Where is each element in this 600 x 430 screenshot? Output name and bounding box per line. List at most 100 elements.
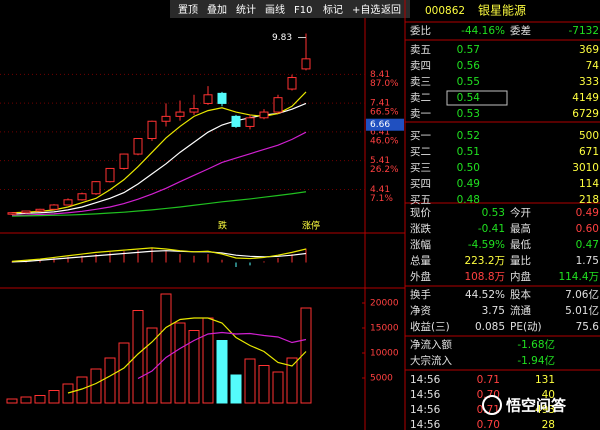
quote-label: 今开 (510, 206, 531, 219)
watermark-icon (482, 395, 502, 415)
volume-bar (90, 368, 102, 404)
watermark: 悟空问答 (506, 397, 567, 415)
last-price-box (366, 118, 404, 131)
moving-average (11, 131, 307, 217)
candle-body (63, 199, 73, 206)
candle-body (161, 115, 171, 122)
candle-body (35, 208, 45, 212)
y-tick-label: 6.41 (370, 127, 390, 137)
y-tick-pct: 66.5% (370, 108, 399, 118)
trade-price: 0.70 (477, 419, 500, 430)
volume-average (137, 331, 307, 380)
candle-body (287, 77, 297, 90)
candle-body (21, 210, 31, 214)
book-volume: 4149 (572, 92, 599, 104)
quote-cell: 委比 (410, 24, 431, 37)
candle-body (7, 212, 17, 215)
book-label: 卖一 (410, 108, 431, 120)
book-label: 卖四 (410, 60, 431, 72)
y-tick-pct: 26.2% (370, 165, 399, 175)
book-volume: 114 (579, 178, 599, 190)
quote-label: 收益(三) (410, 320, 450, 333)
book-price: 0.52 (457, 130, 480, 142)
book-volume: 369 (579, 44, 599, 56)
book-volume: 3010 (572, 162, 599, 174)
quote-value: -4.59% (468, 239, 505, 251)
volume-bar (188, 330, 200, 404)
toolbar-button[interactable]: 叠加 (207, 4, 227, 16)
quote-cell: -7132 (568, 25, 599, 37)
quote-value: 3.75 (482, 305, 505, 317)
flow-value: -1.68亿 (517, 338, 555, 351)
y-tick-pct: 46.0% (370, 136, 399, 146)
book-label: 买一 (410, 130, 431, 142)
y-tick-label: 5.41 (370, 156, 390, 166)
volume-bar (160, 293, 172, 404)
macd-line (11, 247, 307, 262)
volume-bar (118, 342, 130, 404)
trade-price: 0.71 (477, 374, 500, 386)
book-price: 0.51 (457, 146, 480, 158)
candle-body (105, 167, 115, 183)
high-label: 9.83 (272, 33, 292, 43)
volume-bar (146, 327, 158, 404)
volume-bar (62, 383, 74, 404)
toolbar-button[interactable]: F10 (294, 5, 312, 16)
toolbar-button[interactable]: 统计 (236, 3, 256, 16)
quote-label: 净资 (410, 304, 431, 317)
quote-value: 0.47 (576, 239, 599, 251)
book-volume: 500 (579, 130, 599, 142)
candle-body (147, 120, 157, 140)
quote-label: 涨幅 (410, 238, 431, 251)
quote-value: 7.06亿 (565, 288, 599, 301)
volume-bar (244, 358, 256, 404)
toolbar-button[interactable]: 返回 (381, 4, 401, 16)
toolbar-button[interactable]: +自选 (352, 3, 380, 16)
candle-body (245, 117, 255, 127)
moving-average (11, 102, 307, 215)
quote-label: 量比 (510, 254, 531, 267)
quote-label: 现价 (410, 207, 431, 219)
book-label: 卖三 (410, 76, 431, 88)
quote-label: 流通 (510, 304, 531, 317)
volume-bar (34, 395, 46, 404)
candle-body (49, 204, 59, 210)
stock-code: 000862 (425, 5, 465, 17)
candle-body (217, 92, 227, 104)
quote-label: 股本 (510, 288, 531, 301)
book-label: 买二 (410, 146, 431, 158)
stock-name: 银星能源 (478, 4, 526, 18)
quote-value: 0.49 (576, 207, 599, 219)
y-tick-label: 4.41 (370, 185, 390, 195)
candle-body (259, 111, 269, 119)
volume-bar (258, 365, 270, 404)
quote-value: 0.60 (576, 223, 599, 235)
toolbar-button[interactable]: 标记 (323, 4, 343, 16)
book-price: 0.54 (457, 92, 481, 104)
book-price: 0.48 (457, 194, 480, 206)
candle-body (301, 58, 311, 70)
quote-value: 0.085 (475, 321, 505, 333)
flow-value: -1.94亿 (517, 354, 555, 367)
quote-value: 108.8万 (464, 271, 505, 283)
book-volume: 74 (586, 60, 600, 72)
y-tick-label: 7.41 (370, 99, 390, 109)
book-price: 0.50 (457, 162, 480, 174)
volume-bar (230, 374, 242, 404)
quote-value: 44.52% (465, 289, 505, 301)
quote-label: 最低 (510, 238, 531, 251)
book-volume: 333 (579, 76, 599, 88)
volume-bar (286, 357, 298, 404)
volume-bar (132, 310, 144, 404)
quote-label: 内盘 (510, 270, 531, 283)
toolbar-button[interactable]: 画线 (265, 3, 285, 16)
trade-volume: 40 (542, 389, 555, 401)
candle-body (77, 193, 87, 201)
quote-value: 114.4万 (558, 271, 599, 283)
toolbar-button[interactable]: 置顶 (178, 4, 198, 16)
volume-bar (216, 340, 228, 404)
candle-body (189, 108, 199, 113)
trade-volume: 131 (535, 374, 555, 386)
volume-bar (104, 357, 116, 404)
